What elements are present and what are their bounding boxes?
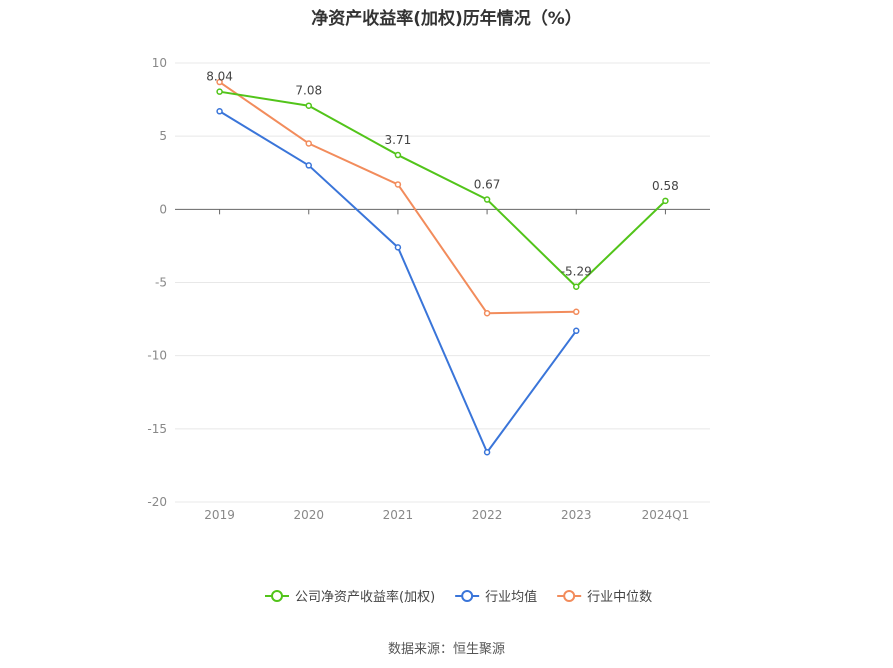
data-label: -5.29 (561, 265, 592, 279)
data-point (305, 162, 312, 169)
x-tick-label: 2022 (472, 508, 503, 522)
x-axis: 2019 2020 2021 2022 2023 2024Q1 (175, 208, 710, 522)
data-point (483, 196, 491, 203)
legend-marker (461, 590, 474, 602)
data-point (216, 88, 223, 95)
data-label: 7.08 (295, 84, 322, 98)
y-tick-label: -20 (147, 495, 167, 509)
legend-item-label: 公司净资产收益率(加权) (295, 589, 435, 605)
data-labels: 8.04 7.08 3.71 0.67 -5.29 0.58 (206, 70, 679, 279)
data-source: 数据来源：恒生聚源 (387, 642, 505, 657)
data-label: 0.58 (652, 179, 679, 193)
data-point (216, 78, 223, 86)
data-label: 8.04 (206, 70, 233, 84)
x-tick-label: 2021 (383, 508, 414, 522)
data-point (662, 197, 669, 205)
legend: 公司净资产收益率(加权) 行业均值 行业中位数 (265, 589, 652, 605)
data-label: 0.67 (474, 178, 501, 192)
data-point (394, 181, 402, 188)
chart-title: 净资产收益率(加权)历年情况（%） (311, 9, 582, 29)
series-group (216, 78, 669, 456)
data-label: 3.71 (385, 133, 412, 147)
data-point (216, 108, 223, 115)
data-point (573, 327, 580, 335)
y-axis: 10 5 0 -5 -10 -15 -20 (147, 56, 167, 509)
data-point (483, 309, 491, 317)
y-tick-label: -10 (147, 349, 167, 363)
x-tick-label: 2020 (293, 508, 324, 522)
series-line (219, 90, 667, 288)
legend-marker (271, 590, 283, 602)
x-tick-label: 2023 (561, 508, 592, 522)
data-point (573, 283, 580, 290)
data-point (483, 448, 491, 456)
grid-lines (175, 62, 710, 503)
y-tick-label: -5 (155, 276, 167, 290)
data-point (573, 308, 580, 316)
data-point (394, 244, 402, 251)
y-tick-label: 10 (152, 56, 167, 70)
series-line (219, 110, 578, 454)
x-tick-label: 2019 (204, 508, 235, 522)
data-point (394, 151, 402, 159)
legend-marker (563, 590, 576, 602)
legend-item-label: 行业均值 (485, 589, 537, 605)
y-tick-label: -15 (147, 422, 167, 436)
legend-item-label: 行业中位数 (587, 590, 652, 605)
series-line (219, 81, 577, 315)
x-tick-label: 2024Q1 (642, 508, 690, 522)
data-point (305, 140, 312, 147)
y-tick-label: 5 (159, 129, 167, 143)
data-point (305, 102, 312, 109)
y-tick-label: 0 (159, 202, 167, 216)
